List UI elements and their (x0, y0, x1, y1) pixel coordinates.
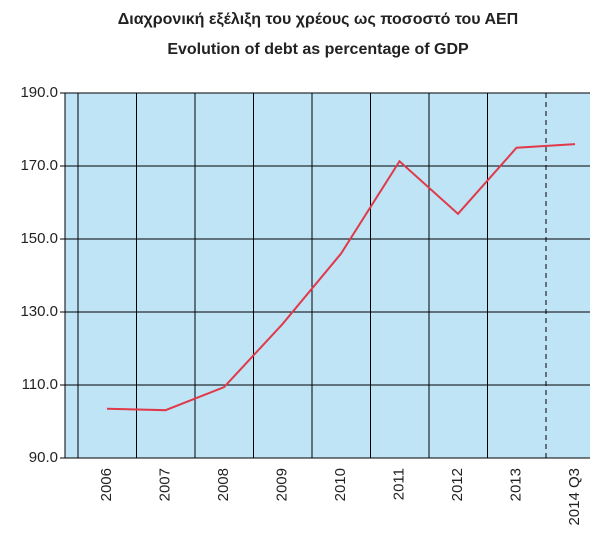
y-tick-label: 90.0 (29, 449, 58, 466)
x-tick-label: 2013 (507, 468, 524, 501)
x-tick-label: 2014 Q3 (566, 468, 583, 526)
y-tick-label: 150.0 (20, 230, 58, 247)
x-tick-label: 2006 (98, 468, 115, 501)
y-tick-label: 170.0 (20, 157, 58, 174)
plot-area (65, 93, 590, 458)
x-tick-label: 2009 (273, 468, 290, 501)
x-tick-label: 2011 (390, 468, 407, 500)
y-tick-label: 190.0 (20, 84, 58, 101)
y-tick-label: 130.0 (20, 303, 58, 320)
x-tick-label: 2007 (156, 468, 173, 501)
chart-title: Διαχρονική εξέλιξη του χρέους ως ποσοστό… (118, 11, 518, 28)
y-tick-label: 110.0 (22, 376, 58, 393)
x-tick-label: 2012 (449, 468, 466, 501)
chart-subtitle: Evolution of debt as percentage of GDP (167, 41, 469, 58)
x-tick-label: 2008 (215, 468, 232, 501)
x-tick-label: 2010 (332, 468, 349, 501)
data-line (106, 143, 576, 412)
